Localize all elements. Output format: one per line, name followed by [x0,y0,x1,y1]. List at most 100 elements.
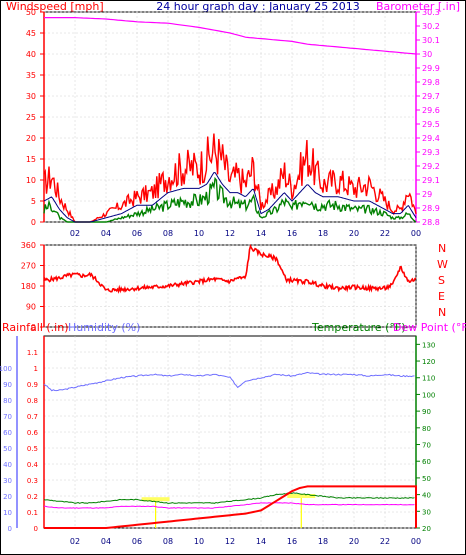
dir-tick-label: 0 [31,323,36,332]
compass-n-top: N [438,242,446,255]
top-x-tick-label: 22 [380,229,390,238]
bottom-x-tick-label: 06 [132,537,142,546]
rain-tick-label: 0.6 [27,429,39,437]
chart-title: 24 hour graph day : January 25 2013 [156,0,360,13]
rain-tick-label: 0.5 [27,445,38,453]
humidity-tick-label: 70 [3,413,12,421]
humidity-tick-label: 10 [3,509,12,517]
baro-tick-label: 29.3 [422,148,440,157]
bottom-x-tick-label: 20 [349,537,359,546]
bottom-x-tick-label: 14 [256,537,266,546]
wind-tick-label: 5 [31,197,36,206]
temp-tick-label: 60 [422,458,431,466]
top-x-tick-label: 12 [225,229,235,238]
wind-series-avg [43,172,417,223]
baro-tick-label: 28.8 [422,218,440,227]
top-x-tick-label: 14 [256,229,266,238]
wind-tick-label: 10 [26,176,36,185]
top-x-tick-label: 06 [132,229,142,238]
wind-tick-label: 40 [26,50,36,59]
wind-tick-label: 15 [26,155,36,164]
dir-tick-label: 180 [21,282,36,291]
wind-tick-label: 35 [26,71,36,80]
wind-series-gust [43,133,417,223]
wind-direction-line [43,244,417,294]
rain-tick-label: 0.4 [27,461,39,469]
temp-tick-label: 110 [422,375,435,383]
humidity-tick-label: 20 [3,493,12,501]
temp-tick-label: 20 [422,525,431,533]
rain-tick-label: 0.2 [27,493,38,501]
wind-barometer-panel: 0 5 10 15 20 25 30 35 40 45 50 28.8 28.9 29 29.1 29.2 29… [26,8,440,238]
top-x-tick-label: 16 [287,229,297,238]
bottom-x-tick-label: 12 [225,537,235,546]
temp-tick-label: 40 [422,492,431,500]
dewpoint-line [43,502,415,509]
top-x-tick-label: 10 [194,229,204,238]
humidity-tick-label: 60 [3,429,12,437]
rain-tick-label: 1.1 [27,349,38,357]
humidity-tick-label: 80 [3,397,12,405]
humidity-label: Humidity (%) [68,321,140,334]
baro-tick-label: 29.5 [422,120,440,129]
humidity-tick-label: 30 [3,477,12,485]
humidity-tick-label: 50 [3,445,12,453]
temp-tick-label: 80 [422,425,431,433]
baro-tick-label: 30.3 [422,8,440,17]
bottom-x-tick-label: 18 [318,537,328,546]
baro-tick-label: 30 [422,50,432,59]
rain-humidity-temp-panel: 0 0.1 0.2 0.3 0.4 0.5 0.6 0.7 0.8 0.9 1 1.1 0 10 20 30 4… [0,335,435,546]
dewpoint-label: Dew Point (°F) [393,321,466,334]
wind-tick-label: 25 [26,113,36,122]
bottom-x-tick-label: 00 [411,537,421,546]
top-x-tick-label: 04 [101,229,111,238]
bottom-x-tick-label: 02 [70,537,80,546]
top-x-tick-label: 00 [411,229,421,238]
baro-tick-label: 29.7 [422,92,440,101]
rain-tick-label: 0 [34,525,38,533]
solar-cluster [141,497,170,502]
bottom-x-tick-label: 10 [194,537,204,546]
dir-tick-label: 270 [21,262,36,271]
bottom-x-tick-label: 04 [101,537,111,546]
humidity-tick-label: 40 [3,461,12,469]
bottom-x-tick-label: 22 [380,537,390,546]
dir-tick-label: 360 [21,241,36,250]
top-x-tick-label: 18 [318,229,328,238]
compass-e: E [438,290,445,303]
rain-tick-label: 0.9 [27,381,38,389]
temperature-line [43,492,415,504]
top-x-tick-label: 08 [163,229,173,238]
rain-tick-label: 0.8 [27,397,38,405]
compass-w: W [437,258,448,271]
baro-tick-label: 29.6 [422,106,440,115]
compass-n-bottom: N [438,306,446,319]
compass-s: S [438,274,445,287]
baro-tick-label: 30.2 [422,22,440,31]
rainfall-label: Rainfall (.in) [2,321,69,334]
baro-tick-label: 29.9 [422,64,440,73]
baro-tick-label: 30.1 [422,36,440,45]
wind-tick-label: 45 [26,29,36,38]
wind-tick-label: 30 [26,92,36,101]
wind-series-low [43,176,417,223]
baro-tick-label: 28.9 [422,204,440,213]
rain-tick-label: 1 [34,365,38,373]
humidity-tick-label: 100 [0,365,12,373]
baro-tick-label: 29.1 [422,176,440,185]
baro-tick-label: 29.4 [422,134,440,143]
temp-tick-label: 130 [422,341,435,349]
temp-tick-label: 90 [422,408,431,416]
windspeed-label: Windspeed [mph] [6,0,104,13]
wind-direction-panel: N W S E N 0 90 180 270 360 [21,241,448,332]
rain-tick-label: 0.7 [27,413,38,421]
rain-tick-label: 0.1 [27,509,38,517]
top-x-tick-label: 20 [349,229,359,238]
baro-tick-label: 29.8 [422,78,440,87]
wind-tick-label: 0 [31,218,36,227]
solar-cluster [287,494,316,498]
bottom-x-tick-label: 16 [287,537,297,546]
wind-tick-label: 50 [26,8,36,17]
